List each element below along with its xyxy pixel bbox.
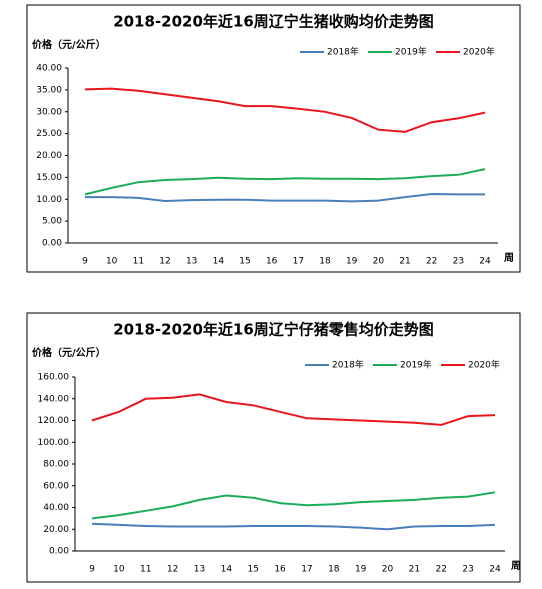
x-tick-label: 11	[133, 257, 144, 267]
x-tick-label: 19	[346, 257, 358, 267]
series-line	[91, 393, 496, 426]
x-tick-label: 17	[301, 565, 312, 575]
x-tick-label: 13	[186, 257, 197, 267]
y-tick-label: 20.00	[43, 525, 69, 535]
x-tick-label: 13	[194, 565, 205, 575]
x-tick-label: 24	[489, 565, 501, 575]
x-tick-label: 15	[247, 565, 258, 575]
y-tick-label: 40.00	[43, 503, 69, 513]
y-tick-label: 160.00	[38, 373, 70, 383]
legend-label: 2020年	[468, 359, 500, 371]
legend-label: 2018年	[327, 46, 359, 58]
y-tick-label: 30.00	[36, 107, 62, 117]
chart-title: 2018-2020年近16周辽宁仔猪零售均价走势图	[113, 321, 434, 339]
series-line	[85, 192, 485, 203]
series-line	[84, 87, 486, 133]
series-line	[84, 168, 486, 196]
x-tick-label: 10	[113, 565, 125, 575]
chart-frame	[26, 4, 521, 273]
chart-title: 2018-2020年近16周辽宁生猪收购均价走势图	[113, 13, 434, 31]
x-tick-label: 22	[436, 565, 447, 575]
x-tick-label: 16	[266, 257, 278, 267]
x-tick-label: 14	[221, 565, 233, 575]
x-axis-label: 周	[504, 252, 514, 264]
y-tick-label: 20.00	[36, 151, 62, 161]
y-tick-label: 40.00	[36, 64, 62, 74]
x-tick-label: 17	[293, 257, 304, 267]
y-tick-label: 120.00	[38, 416, 70, 426]
x-tick-label: 11	[140, 565, 151, 575]
x-tick-label: 19	[355, 565, 367, 575]
x-tick-label: 16	[274, 565, 286, 575]
legend-label: 2019年	[395, 46, 427, 58]
legend-label: 2018年	[332, 359, 364, 371]
x-tick-label: 20	[373, 257, 385, 267]
x-tick-label: 21	[409, 565, 420, 575]
y-tick-label: 25.00	[36, 129, 62, 139]
x-tick-label: 12	[159, 257, 170, 267]
y-tick-label: 0.00	[49, 547, 69, 557]
y-tick-label: 15.00	[36, 173, 62, 183]
x-axis-label: 周	[511, 560, 521, 572]
x-tick-label: 9	[89, 565, 95, 575]
x-tick-label: 15	[239, 257, 250, 267]
x-tick-label: 20	[382, 565, 394, 575]
y-tick-label: 80.00	[43, 460, 69, 470]
x-tick-label: 9	[82, 257, 88, 267]
legend-label: 2020年	[463, 46, 495, 58]
x-tick-label: 10	[106, 257, 118, 267]
y-tick-label: 10.00	[36, 195, 62, 205]
chart-frame	[26, 312, 521, 583]
legend-label: 2019年	[400, 359, 432, 371]
y-tick-label: 5.00	[42, 217, 62, 227]
x-tick-label: 22	[426, 257, 437, 267]
x-tick-label: 12	[167, 565, 178, 575]
series-line	[91, 522, 496, 531]
series-line	[91, 491, 496, 520]
x-tick-label: 21	[399, 257, 410, 267]
y-tick-label: 35.00	[36, 85, 62, 95]
x-tick-label: 24	[479, 257, 491, 267]
y-tick-label: 0.00	[42, 239, 62, 249]
x-tick-label: 23	[462, 565, 473, 575]
y-tick-label: 60.00	[43, 481, 69, 491]
x-tick-label: 18	[328, 565, 340, 575]
y-tick-label: 100.00	[38, 438, 70, 448]
x-tick-label: 14	[213, 257, 225, 267]
y-axis-label: 价格（元/公斤）	[32, 38, 106, 51]
x-tick-label: 18	[319, 257, 331, 267]
x-tick-label: 23	[453, 257, 464, 267]
y-tick-label: 140.00	[38, 394, 70, 404]
y-axis-label: 价格（元/公斤）	[32, 346, 106, 359]
